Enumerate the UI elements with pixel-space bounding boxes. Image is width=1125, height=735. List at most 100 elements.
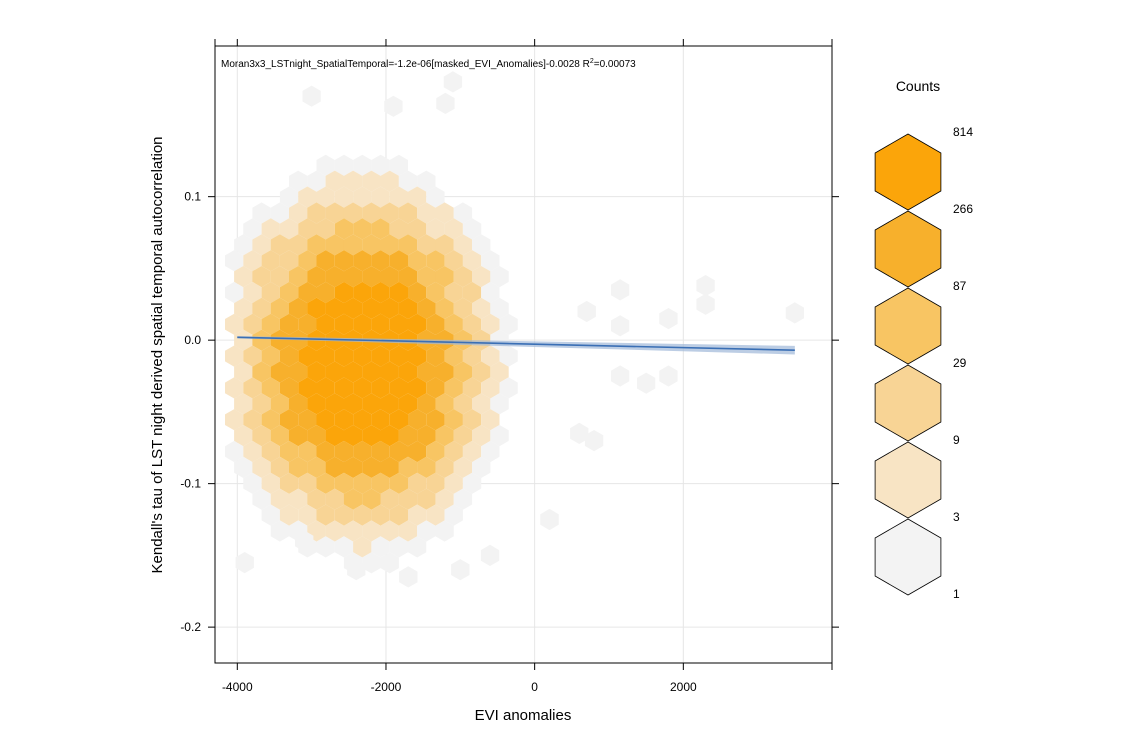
hexbin-cell [462, 377, 482, 399]
hexbin-cell [252, 425, 271, 447]
hexbin-cell [289, 170, 308, 192]
hexbin-cell [307, 488, 326, 510]
hexbin-cell [371, 472, 390, 494]
hexbin-cell [417, 297, 436, 319]
legend-swatch [874, 441, 942, 519]
hexbin-cell [243, 281, 262, 304]
hexbin-cell [417, 202, 436, 224]
hexbin-cell [234, 425, 253, 447]
legend-label: 9 [953, 433, 960, 447]
hexbin-cell [261, 313, 280, 335]
hexbin-cell [316, 440, 335, 463]
hexbin-cell [234, 393, 253, 415]
hexbin-cell [490, 266, 509, 288]
hexbin-cell [353, 281, 372, 304]
hexbin-cell [481, 281, 500, 304]
hexbin-cell [298, 345, 317, 367]
hexbin-cell [444, 504, 463, 526]
hexbin-cell [316, 377, 335, 399]
hexbin-cell [270, 361, 290, 383]
hexbin-cell [380, 488, 399, 510]
hexbin-cell [243, 409, 262, 431]
hexbin-cell [234, 234, 253, 256]
hexbin-cell [398, 361, 418, 383]
hexbin-cells [225, 71, 804, 588]
hexbin-cell [225, 313, 244, 335]
hexbin-cell [371, 536, 390, 558]
hexbin-cell [417, 520, 436, 542]
hexbin-cell [243, 345, 262, 367]
hexbin-cell [343, 456, 363, 478]
hexbin-cell [398, 520, 418, 542]
hexbin-cell [362, 266, 381, 288]
hexbin-cell [298, 281, 317, 304]
hexbin-cell [380, 425, 399, 447]
hexbin-cell [408, 313, 427, 335]
hexbin-cell [325, 456, 344, 478]
legend-label: 814 [953, 125, 973, 139]
hexbin-cell [371, 504, 390, 526]
hexbin-cell [398, 393, 418, 415]
hexbin-cell [362, 456, 381, 478]
hexbin-cell [453, 234, 473, 256]
hexbin-cell [225, 281, 244, 304]
hexbin-cell [298, 472, 317, 494]
hexbin-cell [353, 409, 372, 431]
hexbin-cell [417, 266, 436, 288]
hexbin-cell [362, 488, 381, 510]
regression-annotation: Moran3x3_LSTnight_SpatialTemporal=-1.2e-… [221, 58, 636, 70]
y-tick-label: 0.0 [184, 333, 201, 347]
hexbin-cell [426, 409, 445, 431]
hexbin-cell [325, 297, 344, 319]
hexbin-cell [499, 345, 518, 367]
hexbin-cell [343, 202, 363, 224]
hexbin-cell [353, 504, 372, 526]
hexbin-cell [389, 313, 408, 335]
hexbin-cell [334, 281, 354, 304]
fit-line [237, 336, 795, 351]
hexbin-cell [371, 409, 390, 431]
hexbin-cell [353, 345, 372, 367]
hexbin-cell [462, 345, 482, 367]
hexbin-cell [279, 250, 299, 272]
hexbin-cell [444, 472, 463, 494]
hexbin-cell [453, 361, 473, 383]
hexbin-cell [252, 393, 271, 415]
hexbin-cell [243, 250, 262, 272]
hexbin-cell [435, 297, 454, 319]
hexbin-cell [436, 92, 455, 114]
hexbin-cell [298, 313, 317, 335]
legend-label: 87 [953, 279, 967, 293]
hexbin-cell [444, 345, 463, 367]
hexbin-cell [417, 425, 436, 447]
hexbin-cell [371, 377, 390, 399]
hexbin-cell [371, 345, 390, 367]
y-tick-label: -0.2 [180, 620, 201, 634]
hexbin-cell [398, 456, 418, 478]
hexbin-cell [243, 377, 262, 399]
hexbin-cell [270, 202, 290, 224]
hexbin-cell [380, 202, 399, 224]
hexbin-cell [426, 250, 445, 272]
hexbin-cell [289, 329, 308, 351]
hexbin-cell [334, 250, 354, 272]
hexbin-cell [298, 440, 317, 463]
hexbin-cell [289, 202, 308, 224]
hexbin-cell [462, 281, 482, 304]
hexbin-cell [316, 250, 335, 272]
hexbin-cell [270, 234, 290, 256]
legend: Counts 814 266 87 29 9 3 1 [874, 78, 973, 601]
hexbin-cell [270, 297, 290, 319]
hexbin-cell [289, 393, 308, 415]
hexbin-cell [279, 281, 299, 304]
hexbin-cell [252, 456, 271, 478]
hexbin-cell [435, 456, 454, 478]
hexbin-cell [316, 313, 335, 335]
hexbin-cell [453, 456, 473, 478]
hexbin-cell [435, 393, 454, 415]
hexbin-cell [225, 345, 244, 367]
hexbin-cell [398, 170, 418, 192]
hexbin-cell [316, 281, 335, 304]
hexbin-cell [279, 186, 299, 208]
